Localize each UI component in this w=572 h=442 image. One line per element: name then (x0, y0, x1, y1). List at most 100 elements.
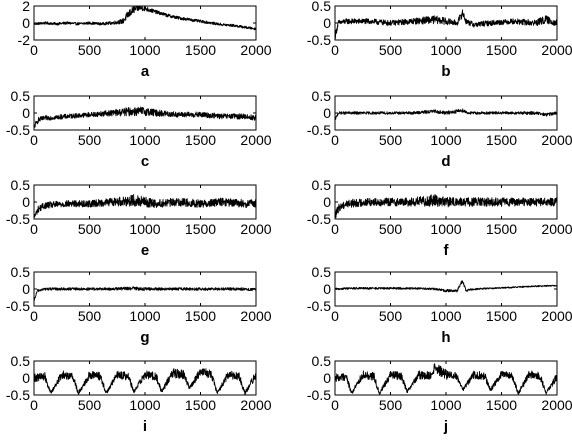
y-tick-label: 0.5 (312, 353, 332, 369)
x-tick-label: 1500 (486, 308, 517, 324)
x-tick-label: 1000 (129, 221, 160, 237)
panel-h: 0 500 1000 1500 2000-0.500.5h (307, 264, 572, 346)
series-line (33, 286, 257, 301)
series-line (33, 106, 257, 128)
y-tick-label: 0 (22, 281, 30, 297)
y-tick-label: 0.5 (11, 88, 31, 104)
x-tick-label: 2000 (240, 221, 271, 237)
x-tick-label: 2000 (240, 42, 271, 58)
panel-f: 0 500 1000 1500 2000-0.500.5f (307, 177, 572, 259)
y-tick-label: 0.5 (312, 264, 332, 280)
y-tick-label: -0.5 (307, 298, 331, 314)
x-tick-label: 0 (331, 42, 339, 58)
x-tick-label: 0 (30, 42, 38, 58)
x-tick-label: 1000 (129, 308, 160, 324)
panel-label: c (141, 153, 149, 170)
y-tick-label: 0 (323, 370, 331, 386)
x-tick-label: 2000 (240, 132, 271, 148)
y-tick-label: 0 (22, 15, 30, 31)
y-tick-label: -0.5 (307, 387, 331, 403)
y-tick-label: -0.5 (307, 122, 331, 138)
x-tick-label: 0 (331, 397, 339, 413)
y-tick-label: -0.5 (307, 211, 331, 227)
panel-d: 0 500 1000 1500 2000-0.500.5d (307, 88, 572, 170)
x-tick-label: 2000 (541, 132, 572, 148)
x-tick-label: 1500 (486, 42, 517, 58)
y-tick-label: 0 (22, 370, 30, 386)
series-line (334, 194, 558, 219)
x-tick-label: 1000 (129, 132, 160, 148)
x-tick-label: 500 (379, 308, 403, 324)
panel-label: j (443, 418, 448, 435)
y-tick-label: 0 (323, 194, 331, 210)
x-tick-label: 1500 (185, 397, 216, 413)
x-tick-label: 500 (379, 132, 403, 148)
x-tick-label: 1500 (486, 397, 517, 413)
x-tick-label: 1500 (185, 132, 216, 148)
series-line (334, 108, 558, 120)
x-tick-label: 1000 (129, 397, 160, 413)
y-tick-label: 0.5 (11, 264, 31, 280)
panel-b: 0 500 1000 1500 2000-0.500.5b (307, 0, 572, 80)
x-tick-label: 2000 (541, 308, 572, 324)
x-tick-label: 500 (379, 42, 403, 58)
x-tick-label: 500 (78, 308, 102, 324)
x-tick-label: 1500 (486, 132, 517, 148)
y-tick-label: 0 (22, 105, 30, 121)
x-tick-label: 0 (331, 308, 339, 324)
y-tick-label: 0.5 (312, 0, 332, 14)
x-tick-label: 0 (331, 221, 339, 237)
x-tick-label: 1000 (430, 132, 461, 148)
x-tick-label: 500 (78, 221, 102, 237)
y-tick-label: 0.5 (11, 177, 31, 193)
x-tick-label: 1500 (185, 308, 216, 324)
x-tick-label: 0 (30, 308, 38, 324)
x-tick-label: 0 (30, 397, 38, 413)
x-tick-label: 1000 (430, 221, 461, 237)
y-tick-label: 2 (22, 0, 30, 14)
y-tick-label: 0 (22, 194, 30, 210)
y-tick-label: -0.5 (6, 298, 30, 314)
panel-j: 0 500 1000 1500 2000-0.500.5j (307, 353, 572, 435)
y-tick-label: -0.5 (307, 32, 331, 48)
series-line (334, 363, 558, 395)
panel-i: 0 500 1000 1500 2000-0.500.5i (6, 353, 272, 435)
x-tick-label: 500 (78, 42, 102, 58)
panel-label: i (143, 418, 147, 435)
x-tick-label: 500 (78, 397, 102, 413)
panel-g: 0 500 1000 1500 2000-0.500.5g (6, 264, 272, 346)
x-tick-label: 1000 (430, 308, 461, 324)
series-line (33, 368, 257, 396)
x-tick-label: 2000 (541, 221, 572, 237)
x-tick-label: 1500 (486, 221, 517, 237)
panel-label: g (140, 329, 149, 346)
y-tick-label: 0.5 (312, 177, 332, 193)
y-tick-label: 0 (323, 281, 331, 297)
x-tick-label: 500 (78, 132, 102, 148)
x-tick-label: 500 (379, 397, 403, 413)
panel-c: 0 500 1000 1500 2000-0.500.5c (6, 88, 272, 170)
y-tick-label: -0.5 (6, 211, 30, 227)
x-tick-label: 2000 (240, 397, 271, 413)
x-tick-label: 2000 (240, 308, 271, 324)
x-tick-label: 0 (30, 221, 38, 237)
x-tick-label: 1500 (185, 221, 216, 237)
x-tick-label: 1500 (185, 42, 216, 58)
y-tick-label: -0.5 (6, 122, 30, 138)
y-tick-label: 0 (323, 105, 331, 121)
x-tick-label: 1000 (430, 397, 461, 413)
panel-label: d (441, 153, 450, 170)
series-line (33, 5, 257, 31)
series-line (33, 194, 257, 218)
panel-label: b (441, 63, 450, 80)
x-tick-label: 1000 (129, 42, 160, 58)
x-tick-label: 2000 (541, 42, 572, 58)
x-tick-label: 0 (30, 132, 38, 148)
panel-e: 0 500 1000 1500 2000-0.500.5e (6, 177, 272, 259)
y-tick-label: 0.5 (11, 353, 31, 369)
y-tick-label: -2 (18, 32, 31, 48)
panel-label: f (444, 242, 450, 259)
series-line (334, 280, 558, 293)
